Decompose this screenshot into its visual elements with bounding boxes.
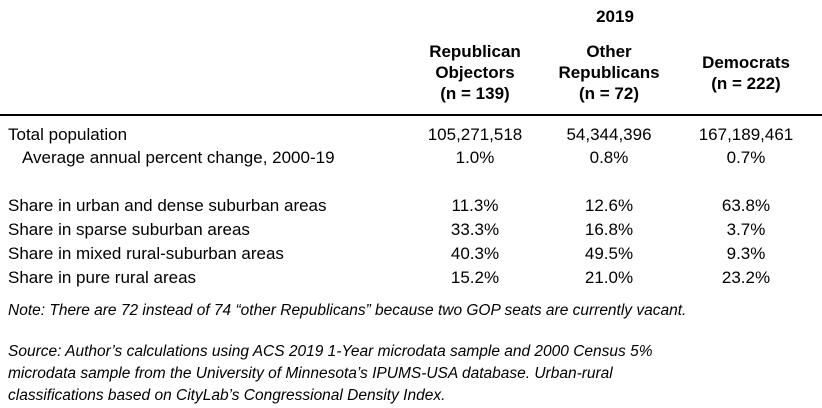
column-header-line: Objectors bbox=[435, 63, 515, 82]
cell-republican-objectors: 1.0% bbox=[455, 148, 495, 167]
table-row-urban-dense-suburban: Share in urban and dense suburban areas … bbox=[0, 194, 822, 218]
column-header-line: (n = 139) bbox=[440, 84, 510, 103]
column-header-line: (n = 72) bbox=[579, 84, 639, 103]
cell-other-republicans: 12.6% bbox=[584, 196, 634, 215]
column-header-line: Republicans bbox=[558, 63, 660, 82]
table-row-mixed-rural-suburban: Share in mixed rural-suburban areas 40.3… bbox=[0, 242, 822, 266]
header-divider bbox=[0, 114, 822, 116]
table-row-average-annual-change: Average annual percent change, 2000-19 1… bbox=[0, 146, 822, 170]
column-header-line: (n = 222) bbox=[711, 74, 781, 93]
cell-other-republicans: 54,344,396 bbox=[566, 125, 652, 144]
cell-democrats: 167,189,461 bbox=[698, 125, 794, 144]
cell-other-republicans: 0.8% bbox=[589, 148, 629, 167]
cell-other-republicans: 21.0% bbox=[584, 268, 634, 287]
cell-republican-objectors: 33.3% bbox=[450, 220, 500, 239]
column-header-line: Democrats bbox=[702, 53, 790, 72]
cell-democrats: 0.7% bbox=[726, 148, 766, 167]
source-line: classifications based on CityLab’s Congr… bbox=[8, 387, 446, 404]
cell-republican-objectors: 11.3% bbox=[451, 196, 499, 215]
cell-democrats: 23.2% bbox=[721, 268, 771, 287]
column-header-other-republicans: Other Republicans (n = 72) bbox=[540, 41, 678, 104]
cell-democrats: 3.7% bbox=[726, 220, 766, 239]
table-row-sparse-suburban: Share in sparse suburban areas 33.3% 16.… bbox=[0, 218, 822, 242]
source-line: Source: Author’s calculations using ACS … bbox=[8, 343, 653, 360]
row-label: Share in urban and dense suburban areas bbox=[8, 196, 327, 215]
cell-democrats: 63.8% bbox=[721, 196, 771, 215]
cell-other-republicans: 16.8% bbox=[584, 220, 634, 239]
table-row-total-population: Total population 105,271,518 54,344,396 … bbox=[0, 123, 822, 147]
column-header-republican-objectors: Republican Objectors (n = 139) bbox=[405, 41, 545, 104]
column-header-line: Other bbox=[586, 42, 632, 61]
row-label: Share in mixed rural-suburban areas bbox=[8, 244, 284, 263]
row-label: Total population bbox=[8, 125, 128, 144]
source-line: microdata sample from the University of … bbox=[8, 365, 613, 382]
table-source: Source: Author’s calculations using ACS … bbox=[8, 341, 814, 407]
table-row-pure-rural: Share in pure rural areas 15.2% 21.0% 23… bbox=[0, 266, 822, 290]
cell-republican-objectors: 15.2% bbox=[450, 268, 500, 287]
row-label: Average annual percent change, 2000-19 bbox=[22, 148, 335, 167]
cell-republican-objectors: 105,271,518 bbox=[427, 125, 523, 144]
cell-republican-objectors: 40.3% bbox=[450, 244, 500, 263]
cell-democrats: 9.3% bbox=[726, 244, 766, 263]
row-label: Share in sparse suburban areas bbox=[8, 220, 250, 239]
year-header: 2019 bbox=[596, 7, 634, 26]
column-header-democrats: Democrats (n = 222) bbox=[676, 52, 816, 94]
column-header-line: Republican bbox=[429, 42, 521, 61]
row-label: Share in pure rural areas bbox=[8, 268, 197, 287]
table-note: Note: There are 72 instead of 74 “other … bbox=[8, 302, 687, 319]
cell-other-republicans: 49.5% bbox=[584, 244, 634, 263]
